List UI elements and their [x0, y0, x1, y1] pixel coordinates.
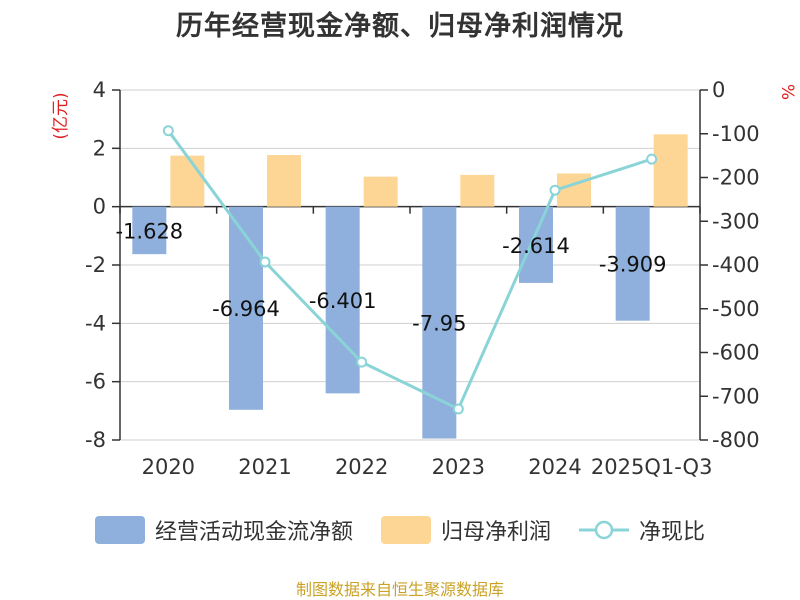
left-tick-label: 2 [93, 136, 106, 160]
cashflow-data-label: -2.614 [502, 234, 570, 258]
x-tick-label: 2025Q1-Q3 [591, 455, 713, 479]
legend-item-cashflow[interactable]: 经营活动现金流净额 [94, 514, 353, 546]
legend-item-ratio[interactable]: 净现比 [579, 514, 705, 546]
right-tick-label: -700 [712, 384, 760, 408]
cashflow-bar [132, 206, 167, 255]
cashflow-data-label: -3.909 [599, 253, 667, 277]
cashflow-bar [519, 206, 553, 283]
ratio-point [259, 256, 271, 268]
left-tick-label: -6 [85, 370, 106, 394]
right-tick-label: -600 [712, 341, 760, 365]
net-profit-bar [653, 134, 688, 207]
ratio-point [646, 153, 658, 165]
legend-label-cashflow: 经营活动现金流净额 [154, 520, 353, 545]
legend: 经营活动现金流净额 归母净利润 净现比 [0, 514, 800, 546]
legend-swatch-cashflow [94, 516, 145, 544]
right-tick-label: -300 [712, 209, 760, 233]
cashflow-data-label: -1.628 [115, 219, 183, 243]
ratio-point [356, 356, 368, 368]
net-profit-bar [170, 155, 205, 207]
cashflow-bar [229, 206, 263, 410]
cashflow-bar [615, 206, 650, 321]
data-source-note: 制图数据来自恒生聚源数据库 [295, 580, 504, 599]
net-profit-bar [267, 155, 301, 207]
net-profit-bar [363, 176, 398, 207]
ratio-point [549, 184, 561, 196]
left-tick-label: -4 [85, 311, 106, 335]
ratio-line-path [167, 129, 653, 411]
left-tick-label: -8 [85, 428, 106, 452]
axes [112, 89, 708, 441]
x-tick-label: 2023 [432, 455, 485, 479]
left-axis-unit: (亿元) [51, 92, 71, 139]
legend-swatch-net-profit [380, 516, 431, 544]
x-tick-label: 2020 [142, 455, 195, 479]
ratio-point [162, 125, 174, 137]
cashflow-bar [325, 206, 360, 394]
right-tick-label: 0 [712, 78, 725, 102]
cashflow-data-label: -6.964 [212, 297, 280, 321]
left-tick-label: -2 [85, 253, 106, 277]
right-tick-label: -100 [712, 122, 760, 146]
bars [132, 134, 688, 439]
right-tick-label: -400 [712, 253, 760, 277]
net-profit-bar [557, 173, 591, 207]
x-tick-label: 2021 [238, 455, 291, 479]
legend-item-net-profit[interactable]: 归母净利润 [380, 514, 551, 546]
right-tick-label: -800 [712, 428, 760, 452]
x-tick-label: 2024 [528, 455, 581, 479]
right-tick-label: -500 [712, 297, 760, 321]
cashflow-data-label: -6.401 [309, 289, 377, 313]
right-axis-unit: % [777, 84, 797, 100]
right-tick-label: -200 [712, 166, 760, 190]
net-profit-bar [460, 174, 495, 207]
ratio-line [162, 125, 658, 415]
legend-label-ratio: 净现比 [639, 520, 706, 545]
cashflow-data-label: -7.95 [412, 312, 466, 336]
left-tick-label: 0 [93, 195, 106, 219]
legend-line-ratio-icon [579, 520, 629, 540]
data-labels: -1.628 -6.964 -6.401 -7.95 -2.614 -3.909 [115, 219, 666, 335]
legend-label-net-profit: 归母净利润 [440, 520, 551, 545]
x-tick-label: 2022 [335, 455, 388, 479]
ratio-point [452, 403, 464, 415]
left-tick-label: 4 [93, 78, 106, 102]
chart-title: 历年经营现金净额、归母净利润情况 [176, 11, 624, 42]
tick-labels: 4 2 0 -2 -4 -6 -8 0 -100 -200 -300 -400 -500 -600 -700… [85, 78, 760, 479]
